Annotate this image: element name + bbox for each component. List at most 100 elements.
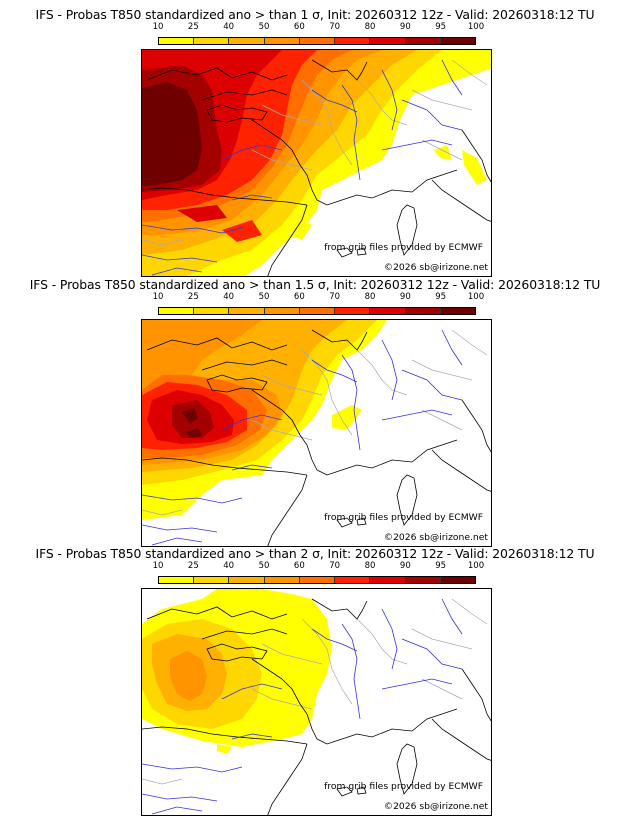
admin-border-line (261, 104, 323, 126)
map-svg (142, 50, 491, 276)
colorbar-segment (194, 577, 230, 583)
colorbar-tick-label: 10 (152, 292, 164, 302)
forecast-panel-1-5sigma: IFS - Probas T850 standardized ano > tha… (0, 270, 630, 547)
source-credit: from grib files provided by ECMWF (324, 512, 483, 523)
river-line (341, 84, 361, 181)
panel-title: IFS - Probas T850 standardized ano > tha… (35, 7, 595, 22)
colorbar-segment (440, 308, 475, 314)
coastline (431, 179, 491, 222)
colorbar-segment (440, 38, 475, 44)
colorbar-segment (229, 308, 265, 314)
coastline (311, 59, 368, 81)
probability-contour-fill (434, 145, 452, 160)
coastline (201, 359, 288, 371)
coastline (316, 169, 458, 206)
coastline (142, 726, 308, 745)
probability-contour-fill (422, 55, 472, 78)
coastline (206, 374, 268, 393)
colorbar-segment (405, 38, 441, 44)
colorbar-tick-label: 95 (435, 22, 447, 32)
coastline (142, 457, 308, 476)
coastline (311, 598, 368, 620)
colorbar-tick-label: 70 (329, 292, 341, 302)
colorbar-legend (158, 576, 476, 584)
colorbar-tick-label: 100 (467, 292, 485, 302)
coastline (396, 474, 418, 526)
coastline (461, 129, 491, 183)
river-line (142, 494, 243, 504)
river-line (381, 608, 398, 670)
river-line (441, 329, 463, 366)
river-line (341, 623, 361, 720)
probability-contour-fill (170, 651, 207, 701)
river-line (151, 806, 203, 815)
admin-border-line (142, 239, 183, 246)
colorbar-segment (335, 308, 371, 314)
coastline (146, 67, 288, 81)
coastline (251, 389, 318, 471)
colorbar-segment (159, 577, 195, 583)
coastline (146, 337, 288, 351)
colorbar-legend (158, 307, 476, 315)
coastline (146, 606, 288, 620)
river-line (142, 224, 243, 234)
colorbar-tick-label: 50 (258, 292, 270, 302)
admin-border-line (301, 349, 353, 436)
probability-contour-fill (182, 408, 202, 438)
coastline (336, 247, 353, 258)
coastline (251, 658, 318, 740)
colorbar-tick-label: 100 (467, 561, 485, 571)
admin-border-line (421, 678, 463, 700)
coastline (201, 89, 288, 101)
colorbar-segment (229, 38, 265, 44)
colorbar-tick-label: 40 (223, 22, 235, 32)
colorbar-tick-label: 50 (258, 561, 270, 571)
colorbar-segment (159, 308, 195, 314)
river-line (381, 409, 453, 421)
coastline (142, 187, 308, 206)
colorbar-segment (335, 577, 371, 583)
probability-map: from grib files provided by ECMWF ©2026 … (141, 49, 492, 277)
colorbar-segment (299, 38, 336, 44)
admin-border-line (261, 643, 323, 665)
source-credit: from grib files provided by ECMWF (324, 781, 483, 792)
probability-contour-fill (290, 215, 312, 240)
river-line (221, 683, 283, 700)
colorbar-ticks: 10 25 40 50 60 70 80 90 95 100 (153, 22, 485, 32)
colorbar-tick-label: 60 (293, 292, 305, 302)
coastline (356, 786, 367, 795)
probability-contour-fill (142, 82, 202, 186)
river-line (381, 339, 398, 401)
admin-border-line (451, 59, 488, 86)
river-line (151, 267, 203, 276)
colorbar-segment (194, 308, 230, 314)
coastline (431, 449, 491, 492)
colorbar-segment (405, 308, 441, 314)
admin-border-line (451, 329, 488, 356)
admin-border-line (356, 79, 408, 126)
colorbar-tick-label: 80 (364, 561, 376, 571)
colorbar-tick-label: 90 (399, 292, 411, 302)
river-line (441, 598, 463, 635)
admin-border-line (421, 409, 463, 431)
coastline (267, 204, 308, 276)
coastline (316, 708, 458, 745)
colorbar-legend (158, 37, 476, 45)
admin-border-line (411, 628, 473, 650)
colorbar-segment (264, 308, 300, 314)
colorbar-segment (405, 577, 441, 583)
panel-title: IFS - Probas T850 standardized ano > tha… (29, 277, 601, 292)
coastline (461, 399, 491, 453)
admin-border-line (261, 374, 323, 396)
river-line (142, 793, 218, 802)
colorbar-tick-label: 10 (152, 561, 164, 571)
river-line (381, 678, 453, 690)
admin-border-line (421, 139, 463, 161)
probability-contour-fill (222, 220, 262, 242)
map-svg (142, 589, 491, 815)
colorbar-segment (335, 38, 371, 44)
admin-border-line (301, 618, 353, 705)
colorbar-tick-label: 10 (152, 22, 164, 32)
colorbar-tick-label: 70 (329, 561, 341, 571)
coastline (311, 329, 368, 351)
